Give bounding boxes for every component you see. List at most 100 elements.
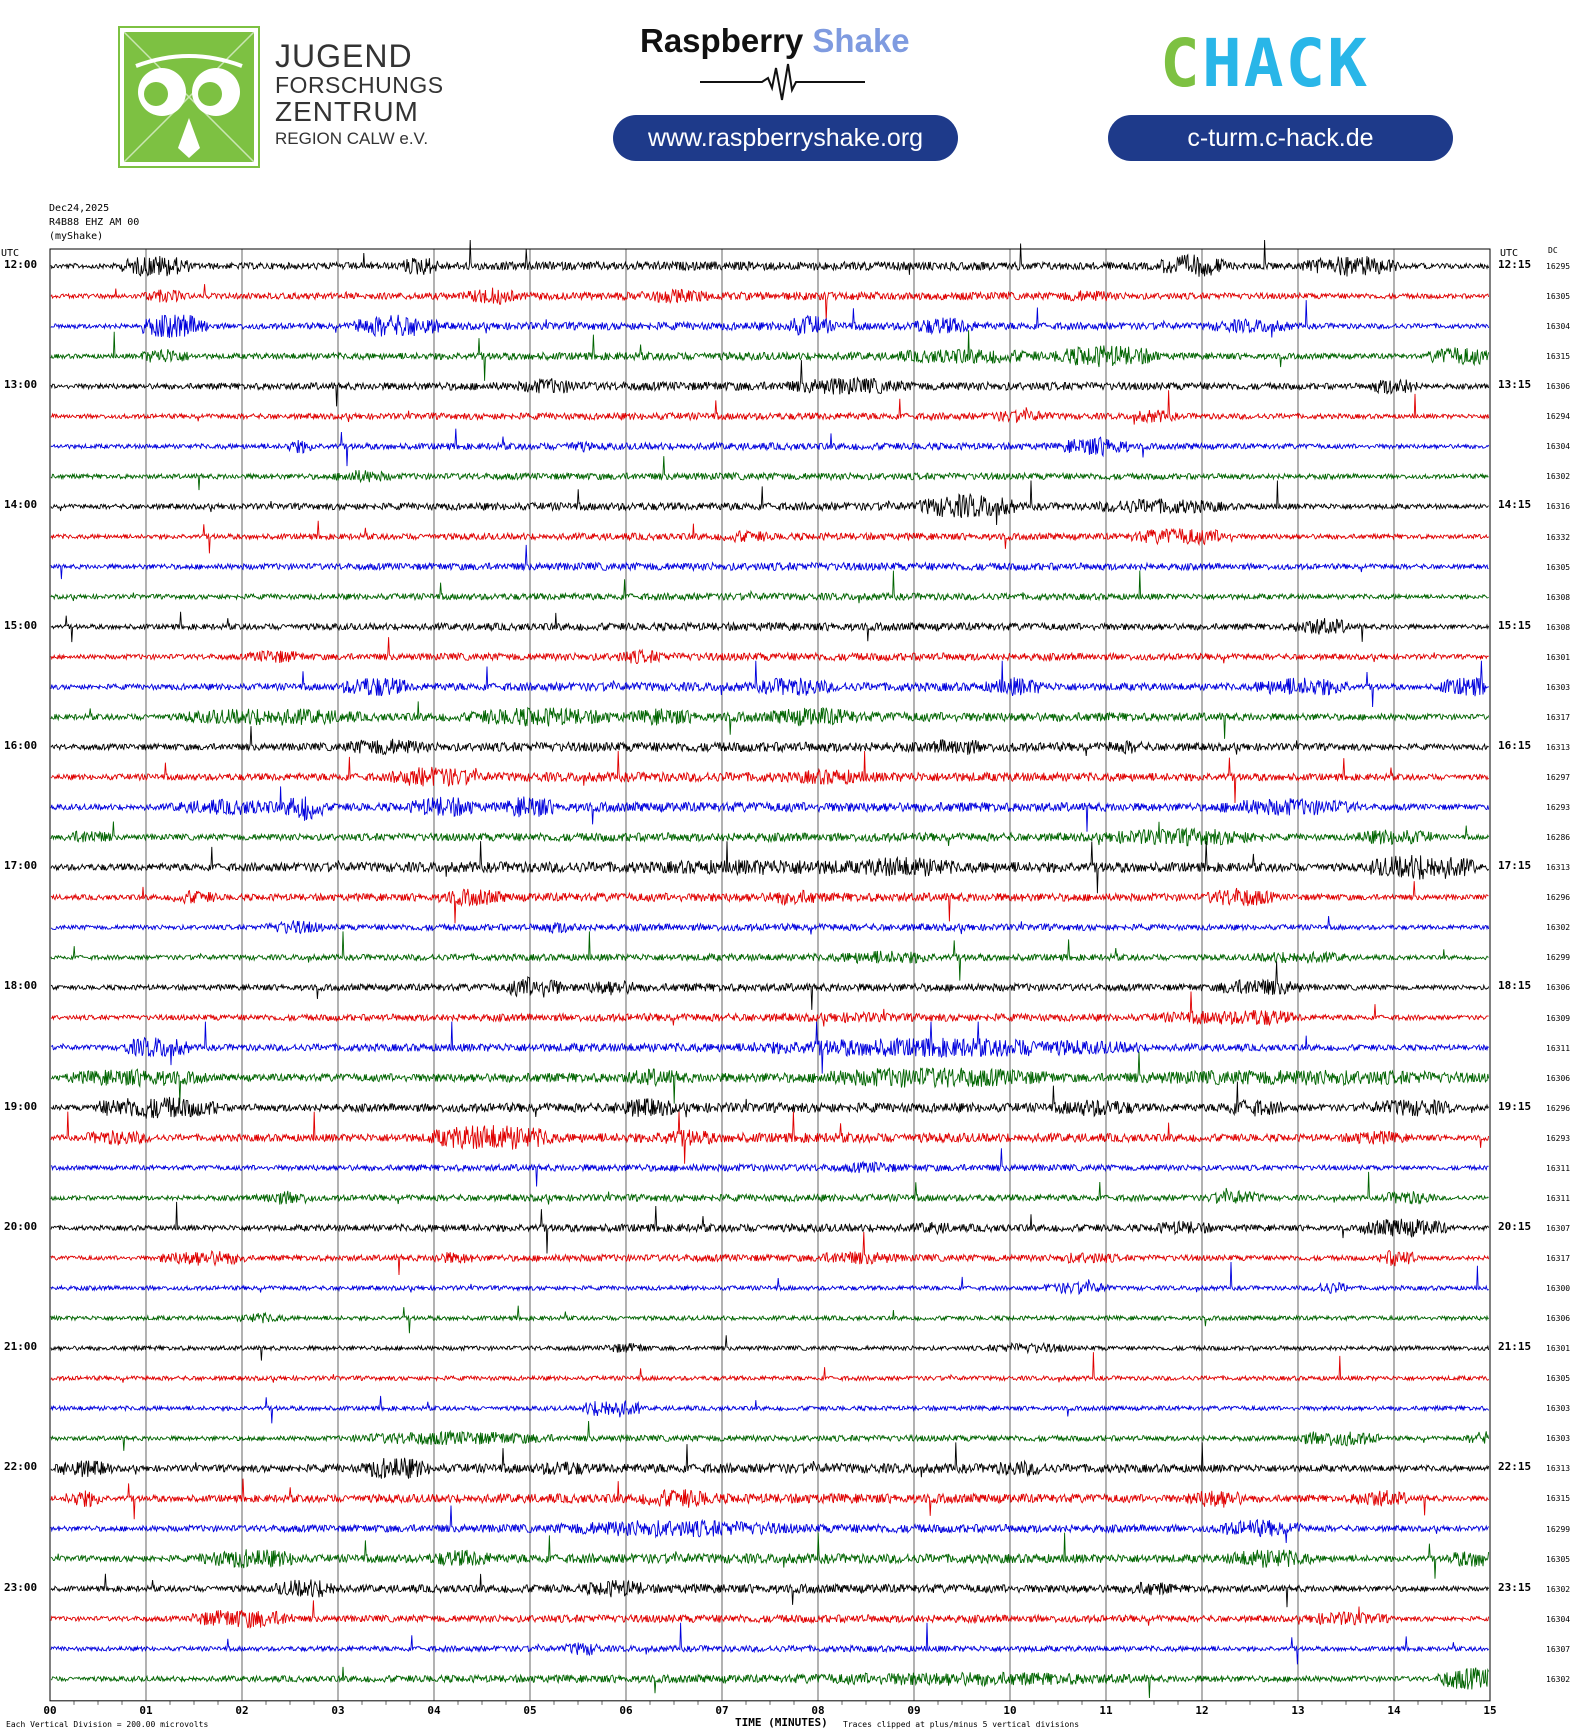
hour-label-right: 21:15	[1498, 1340, 1532, 1354]
x-tick-label: 13	[1291, 1704, 1305, 1717]
dc-offset-label: 16303	[1546, 682, 1570, 692]
trace-row-3	[50, 300, 1490, 339]
dc-offset-label: 16304	[1546, 322, 1570, 332]
trace-row-32	[50, 1171, 1489, 1205]
trace-row-46	[50, 1600, 1490, 1629]
trace-row-8	[50, 456, 1489, 491]
dc-offset-label: 16307	[1546, 1223, 1570, 1233]
owl-logo-icon	[118, 26, 260, 168]
hour-label-right: 18:15	[1498, 979, 1532, 993]
trace-row-35	[50, 1261, 1489, 1296]
x-tick-label: 01	[139, 1704, 153, 1717]
raspberryshake-url-pill[interactable]: www.raspberryshake.org	[613, 115, 958, 161]
header-banner: JUGEND FORSCHUNGS ZENTRUM REGION CALW e.…	[0, 0, 1570, 180]
hour-label-right: 15:15	[1498, 618, 1532, 632]
trace-row-6	[50, 390, 1490, 425]
trace-row-43	[50, 1505, 1489, 1544]
dc-offset-label: 16309	[1546, 1013, 1570, 1023]
dc-offset-label: 16296	[1546, 893, 1570, 903]
dc-offset-label: 16332	[1546, 532, 1570, 542]
dc-offset-label: 16311	[1546, 1043, 1570, 1053]
dc-offset-label: 16308	[1546, 592, 1570, 602]
trace-row-22	[50, 881, 1489, 924]
hour-label-left: 16:00	[4, 738, 38, 752]
hour-label-right: 19:15	[1498, 1099, 1532, 1113]
utc-label-left: UTC	[1, 248, 20, 259]
hour-label-left: 19:00	[4, 1099, 38, 1113]
hour-label-right: 20:15	[1498, 1219, 1532, 1233]
chack-url-pill[interactable]: c-turm.c-hack.de	[1108, 115, 1453, 161]
svg-text:C: C	[1160, 32, 1200, 94]
trace-row-5	[50, 360, 1490, 407]
dc-offset-label: 16301	[1546, 652, 1570, 662]
x-tick-label: 07	[715, 1704, 729, 1717]
hour-label-left: 21:00	[4, 1340, 38, 1354]
trace-row-31	[50, 1148, 1489, 1187]
utc-label-right: UTC	[1500, 248, 1519, 259]
trace-row-40	[50, 1420, 1490, 1451]
hour-label-left: 22:00	[4, 1460, 38, 1474]
hour-label-right: 16:15	[1498, 738, 1532, 752]
x-tick-label: 12	[1195, 1704, 1209, 1717]
chack-logo-icon: C HACK	[1160, 32, 1367, 94]
trace-row-39	[50, 1395, 1489, 1424]
dc-offset-label: 16303	[1546, 1404, 1570, 1414]
raspberry-shake-title: Raspberry Shake	[640, 22, 910, 60]
dc-offset-label: 16311	[1546, 1193, 1570, 1203]
jfz-line-1: JUGEND	[275, 38, 413, 74]
footer-right-note: Traces clipped at plus/minus 5 vertical …	[843, 1720, 1080, 1729]
dc-header: DC	[1548, 246, 1558, 255]
trace-row-34	[50, 1231, 1490, 1276]
hour-label-right: 22:15	[1498, 1460, 1532, 1474]
dc-offset-label: 16293	[1546, 803, 1570, 813]
trace-row-13	[50, 611, 1490, 643]
dc-offset-label: 16302	[1546, 1584, 1570, 1594]
chart-source: (myShake)	[49, 231, 104, 242]
jfz-text-block: JUGEND FORSCHUNGS ZENTRUM REGION CALW e.…	[275, 40, 444, 147]
dc-offset-label: 16302	[1546, 472, 1570, 482]
hour-label-left: 20:00	[4, 1219, 38, 1233]
rs-title-part2: Shake	[812, 22, 910, 59]
trace-row-16	[50, 701, 1490, 739]
trace-row-18	[50, 750, 1489, 804]
dc-offset-label: 16304	[1546, 442, 1570, 452]
x-tick-label: 09	[907, 1704, 921, 1717]
hour-label-left: 18:00	[4, 979, 38, 993]
trace-row-9	[50, 480, 1489, 526]
dc-offset-label: 16317	[1546, 712, 1570, 722]
dc-offset-label: 16295	[1546, 262, 1570, 271]
trace-row-21	[50, 841, 1489, 894]
dc-offset-label: 16308	[1546, 622, 1570, 632]
jfz-line-4: REGION CALW e.V.	[275, 129, 429, 148]
chart-date: Dec24,2025	[49, 203, 110, 214]
dc-offset-label: 16304	[1546, 1614, 1570, 1624]
hour-label-left: 13:00	[4, 378, 38, 392]
trace-row-11	[50, 544, 1489, 580]
dc-offset-label: 16307	[1546, 1644, 1570, 1654]
helicorder-plot: Dec24,2025 R4B88 EHZ AM 00 (myShake) UTC…	[0, 180, 1570, 1732]
dc-offset-label: 16286	[1546, 833, 1570, 843]
trace-row-19	[50, 786, 1490, 832]
hour-label-left: 12:00	[4, 258, 38, 271]
jfz-line-3: ZENTRUM	[275, 96, 419, 127]
trace-row-37	[50, 1335, 1490, 1361]
dc-offset-label: 16305	[1546, 1554, 1570, 1564]
trace-row-2	[50, 284, 1490, 321]
trace-row-23	[50, 915, 1490, 935]
dc-offset-label: 16311	[1546, 1163, 1570, 1173]
trace-row-38	[50, 1352, 1489, 1383]
dc-offset-label: 16306	[1546, 1073, 1570, 1083]
x-axis-label: TIME (MINUTES)	[735, 1716, 828, 1729]
x-tick-label: 08	[811, 1704, 825, 1717]
dc-offset-label: 16302	[1546, 923, 1570, 933]
trace-row-44	[50, 1532, 1490, 1579]
dc-offset-label: 16294	[1546, 412, 1570, 422]
x-tick-label: 11	[1099, 1704, 1113, 1717]
trace-row-36	[50, 1305, 1489, 1334]
jfz-line-2: FORSCHUNGS	[275, 72, 444, 98]
chart-station: R4B88 EHZ AM 00	[49, 217, 140, 228]
x-tick-label: 02	[235, 1704, 249, 1717]
trace-row-26	[50, 991, 1489, 1027]
dc-offset-label: 16306	[1546, 382, 1570, 392]
trace-row-45	[50, 1573, 1489, 1608]
